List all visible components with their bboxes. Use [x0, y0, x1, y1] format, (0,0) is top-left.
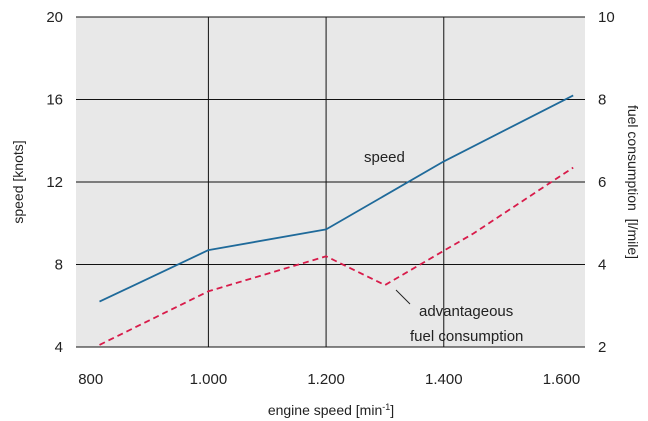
y-axis-label-left: speed [knots]: [10, 140, 26, 223]
y-tick-label-left: 16: [46, 92, 63, 109]
grid-lines: [76, 16, 585, 348]
x-tick-label: 1.400: [425, 371, 463, 388]
x-tick-label: 1.000: [190, 371, 228, 388]
y-tick-label-left: 4: [55, 339, 63, 356]
y-tick-label-right: 6: [598, 174, 606, 191]
annotation-fuel-leader: [395, 289, 411, 305]
y-tick-label-left: 12: [46, 174, 63, 191]
series-lines: [99, 94, 574, 346]
x-tick-label: 1.600: [543, 371, 581, 388]
x-tick-label: 800: [78, 371, 103, 388]
x-axis-label: engine speed [min-1]: [268, 402, 394, 418]
series-line-speed: [99, 94, 574, 303]
y-tick-label-right: 4: [598, 257, 606, 274]
y-tick-label-right: 10: [598, 9, 615, 26]
x-tick-label: 1.200: [307, 371, 345, 388]
y-tick-label-left: 8: [55, 257, 63, 274]
y-tick-label-left: 20: [46, 9, 63, 26]
series-line-fuel-consumption: [99, 166, 574, 346]
annotation-fuel-line1: advantageous: [419, 303, 513, 320]
y-tick-label-right: 8: [598, 92, 606, 109]
annotation-fuel-line2: fuel consumption: [410, 328, 523, 345]
y-tick-label-right: 2: [598, 339, 606, 356]
y-axis-label-right: fuel consumption [l/mile]: [625, 105, 641, 259]
annotation-speed: speed: [364, 149, 405, 166]
